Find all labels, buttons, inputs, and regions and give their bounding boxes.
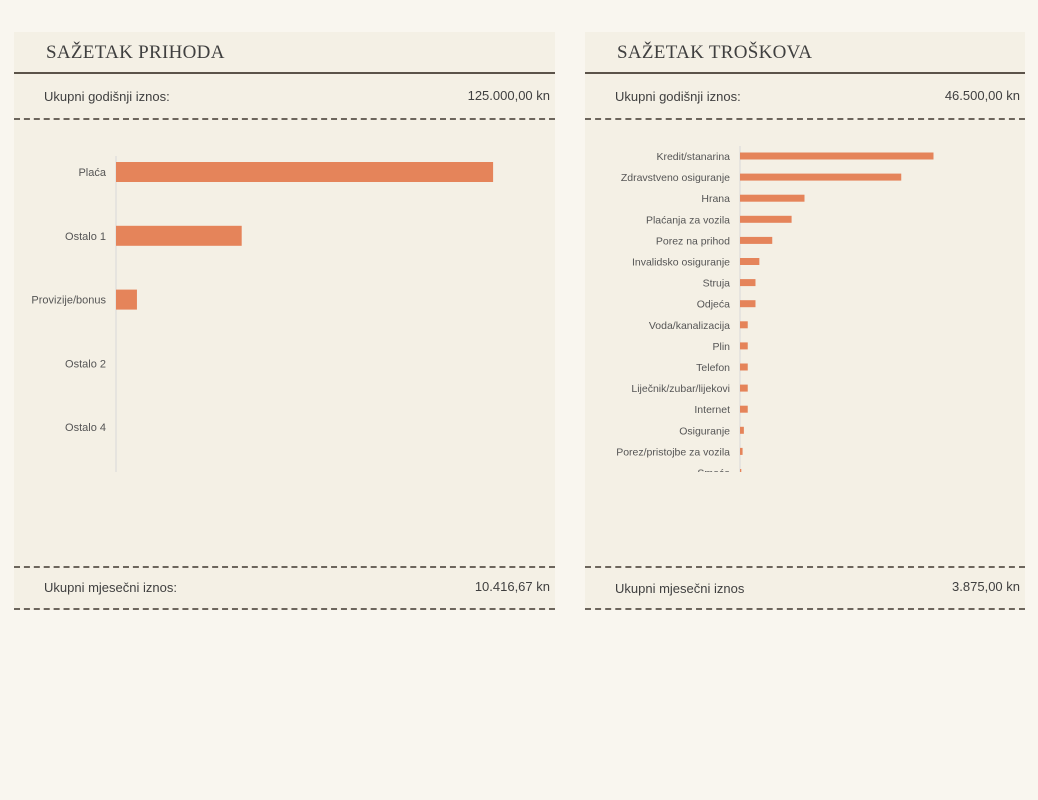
expense-summary-panel: SAŽETAK TROŠKOVA Ukupni godišnji iznos: … (585, 32, 1025, 610)
expense-monthly-value: 3.875,00 kn (952, 579, 1020, 594)
income-monthly-value: 10.416,67 kn (474, 579, 550, 594)
expense-bar (740, 258, 760, 265)
income-annual-rule (14, 118, 555, 120)
expense-title: SAŽETAK TROŠKOVA (617, 42, 813, 63)
expense-bar (740, 194, 805, 202)
expense-category-label: Hrana (701, 193, 730, 205)
expense-bar (740, 300, 756, 308)
expense-category-label: Internet (694, 404, 730, 416)
expense-category-label: Voda/kanalizacija (649, 320, 730, 332)
expense-bar (740, 321, 748, 329)
income-annual-label: Ukupni godišnji iznos: (44, 89, 170, 104)
expense-bar-chart: Kredit/stanarina Zdravstveno osiguranje Hr… (616, 146, 934, 473)
income-annual-value: 125.000,00 kn (467, 88, 550, 103)
expense-category-label: Plaćanja za vozila (646, 214, 730, 226)
expense-monthly-rule-top (585, 566, 1025, 568)
income-category-label: Provizije/bonus (31, 295, 106, 307)
income-monthly-rule-bottom (14, 608, 555, 610)
income-bar-chart: Plaća Ostalo 1 Provizije/bonus Ostalo 2 Osta… (31, 156, 494, 472)
expense-bar (740, 342, 748, 350)
expense-bar (740, 152, 934, 160)
expense-bar (740, 173, 902, 181)
income-category-label: Ostalo 4 (65, 422, 106, 434)
income-title-rule (14, 72, 555, 74)
expense-title-rule (585, 72, 1025, 74)
expense-category-label: Smeće (697, 468, 730, 473)
income-category-label: Ostalo 2 (65, 358, 106, 370)
income-bar (116, 162, 494, 182)
expense-bar (740, 279, 756, 287)
income-title: SAŽETAK PRIHODA (46, 42, 225, 63)
expense-bar (740, 215, 792, 223)
expense-category-label: Kredit/stanarina (656, 151, 730, 163)
expense-bar (740, 469, 742, 472)
income-category-label: Plaća (78, 167, 106, 179)
expense-category-label: Invalidsko osiguranje (632, 257, 730, 269)
expense-category-label: Zdravstveno osiguranje (621, 172, 730, 184)
expense-bar (740, 236, 773, 244)
income-summary-panel: SAŽETAK PRIHODA Ukupni godišnji iznos: 1… (14, 32, 555, 610)
expense-monthly-rule-bottom (585, 608, 1025, 610)
expense-category-label: Porez/pristojbe za vozila (616, 446, 730, 458)
expense-bar (740, 447, 743, 455)
expense-bar (740, 363, 748, 371)
expense-category-label: Osiguranje (679, 425, 730, 437)
income-monthly-label: Ukupni mjesečni iznos: (44, 580, 177, 595)
expense-annual-value: 46.500,00 kn (944, 88, 1020, 103)
expense-bar (740, 426, 744, 434)
income-monthly-rule-top (14, 566, 555, 568)
expense-category-label: Plin (712, 341, 730, 353)
expense-category-label: Telefon (696, 362, 730, 374)
expense-annual-rule (585, 118, 1025, 120)
income-bar (116, 225, 242, 246)
expense-category-label: Struja (703, 278, 731, 290)
expense-category-label: Liječnik/zubar/lijekovi (631, 383, 730, 395)
income-bar (116, 289, 137, 310)
expense-bar (740, 384, 748, 392)
income-category-label: Ostalo 1 (65, 231, 106, 243)
expense-category-label: Odjeća (697, 299, 730, 311)
expense-category-label: Porez na prihod (656, 235, 730, 247)
expense-monthly-label: Ukupni mjesečni iznos (615, 581, 745, 596)
expense-annual-label: Ukupni godišnji iznos: (615, 89, 741, 104)
expense-bar (740, 405, 748, 413)
